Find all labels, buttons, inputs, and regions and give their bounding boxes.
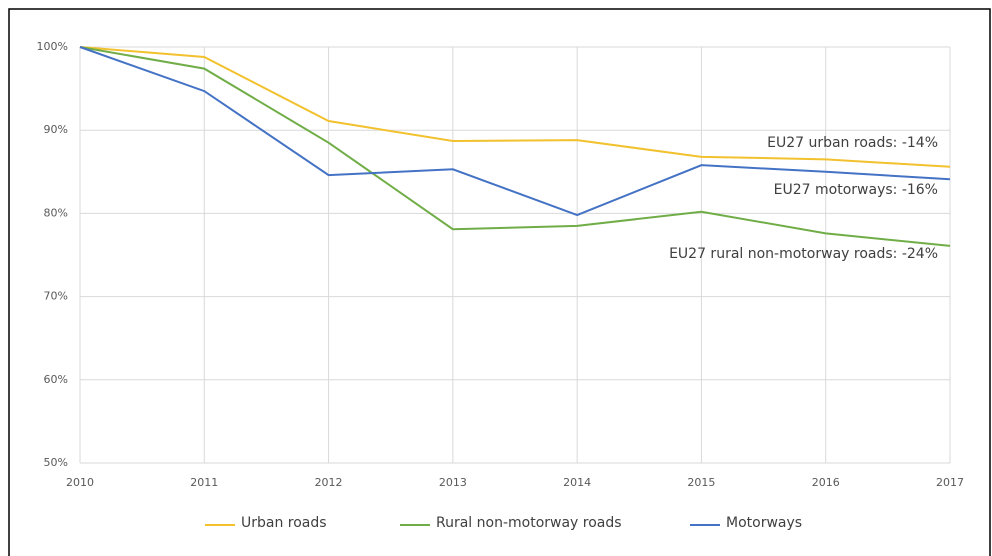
line-series [79,46,951,217]
y-tick-label: 80% [44,206,68,219]
x-tick-label: 2016 [812,476,840,489]
y-tick-label: 60% [44,373,68,386]
y-tick-label: 100% [37,40,68,53]
legend-label: Rural non-motorway roads [436,515,622,531]
x-tick-label: 2015 [687,476,715,489]
x-tick-label: 2010 [66,476,94,489]
legend-label: Motorways [726,515,802,531]
x-tick-label: 2014 [563,476,591,489]
legend-label: Urban roads [241,515,327,531]
x-tick-label: 2013 [439,476,467,489]
line-series [79,46,951,247]
x-tick-label: 2011 [190,476,218,489]
annotation: EU27 motorways: -16% [774,182,938,198]
x-tick-label: 2017 [936,476,964,489]
x-tick-label: 2012 [315,476,343,489]
y-tick-label: 50% [44,456,68,469]
line-series [79,46,951,168]
annotation: EU27 urban roads: -14% [767,135,938,151]
y-tick-label: 90% [44,123,68,136]
frame [8,8,991,556]
y-tick-label: 70% [44,290,68,303]
annotation: EU27 rural non-motorway roads: -24% [669,246,938,262]
